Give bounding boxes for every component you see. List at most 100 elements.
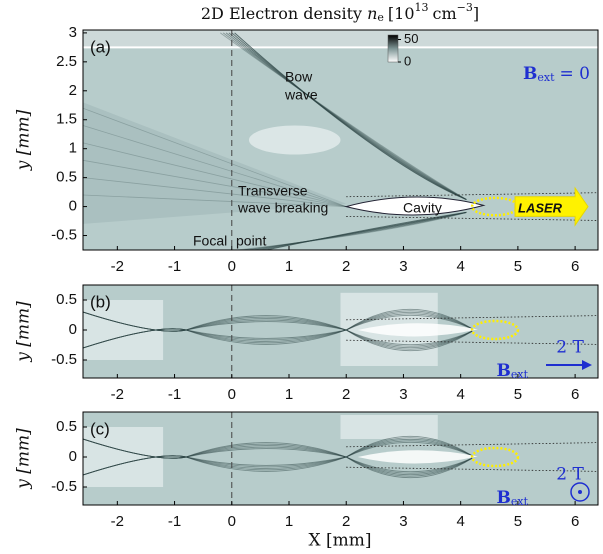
x-tick-label: 4: [456, 513, 464, 530]
field-symbol: B: [496, 361, 510, 381]
annotation: Cavity: [403, 200, 442, 216]
x-tick-label: 6: [571, 386, 579, 403]
field-symbol: B: [523, 64, 537, 84]
x-tick-label: 4: [456, 386, 464, 403]
x-tick-label: 1: [285, 513, 293, 530]
title-var: n: [367, 4, 377, 23]
y-tick-label: 3: [69, 24, 77, 41]
field-sub: ext: [537, 71, 555, 84]
y-tick-label: 1: [69, 140, 77, 157]
title-exp: 13: [415, 1, 429, 14]
cavity: [357, 323, 478, 337]
chart-title: 2D Electron density ne [1013 cm−3]: [201, 1, 479, 24]
x-tick-label: -1: [168, 386, 181, 403]
field-out-of-plane: [570, 482, 590, 502]
field-text: = 0: [560, 64, 590, 84]
x-tick-label: 5: [514, 513, 522, 530]
y-tick-label: -0.5: [51, 226, 77, 243]
field-dot: [578, 490, 582, 494]
laser-spot: [470, 319, 520, 341]
title-close: ]: [473, 4, 479, 23]
field-label: Bext: [496, 488, 528, 509]
title-text: 2D Electron density: [201, 4, 362, 23]
y-tick-label: -0.5: [51, 351, 77, 368]
x-tick-label: 0: [228, 386, 236, 403]
wake-structure: [265, 211, 467, 250]
field-label: Bext: [496, 361, 528, 382]
y-axis-label: y [mm]: [14, 428, 34, 490]
x-tick-label: 0: [228, 258, 236, 275]
y-tick-label: 0: [69, 198, 77, 215]
wake-structure: [83, 328, 473, 352]
y-tick-label: 2: [69, 82, 77, 99]
y-tick-label: 0: [69, 321, 77, 338]
wake-structure: [83, 308, 473, 332]
y-tick-label: 0: [69, 448, 77, 465]
wake-structure: [83, 107, 347, 207]
density-map: [83, 285, 598, 378]
wake-structure: [83, 438, 473, 479]
plot-frame: [82, 284, 599, 379]
annotation: point: [236, 233, 266, 249]
y-tick-label: 0.5: [56, 291, 77, 308]
cavity: [344, 196, 486, 216]
top-band: [83, 30, 598, 48]
colorbar-tick-label: 50: [404, 31, 418, 46]
wake-structure: [83, 177, 347, 207]
laser-arrow: [514, 186, 589, 227]
x-tick-label: 1: [285, 258, 293, 275]
title-exp2: −3: [457, 1, 473, 14]
colorbar: [387, 34, 399, 63]
wake-structure: [83, 194, 347, 207]
laser-spot: [470, 446, 520, 468]
y-tick-label: 2.5: [56, 53, 77, 70]
x-tick-label: -2: [111, 513, 124, 530]
plot-frame: [82, 411, 599, 506]
title-unit-tail: cm: [433, 4, 457, 23]
wake-structure: [220, 32, 467, 201]
y-tick-label: 0.5: [56, 169, 77, 186]
x-tick-label: 5: [514, 386, 522, 403]
field-value: 2 T: [556, 338, 584, 358]
x-tick-label: 2: [342, 386, 350, 403]
x-tick-label: 6: [571, 513, 579, 530]
field-arrowhead: [582, 360, 592, 370]
cavity: [357, 450, 478, 464]
x-tick-label: 3: [399, 258, 407, 275]
wake-structure: [243, 211, 467, 250]
x-tick-label: 3: [399, 386, 407, 403]
y-tick-label: 0.5: [56, 418, 77, 435]
x-tick-label: 2: [342, 258, 350, 275]
x-axis-label: X [mm]: [308, 531, 371, 551]
annotation: Focal: [193, 233, 227, 249]
field-label: Bext = 0: [523, 64, 590, 85]
wake-structure: [228, 32, 467, 201]
panel-label: (a): [90, 37, 111, 56]
annotation: wave breaking: [237, 200, 328, 216]
x-tick-label: 3: [399, 513, 407, 530]
colorbar-tick-label: 0: [404, 53, 411, 68]
annotation: wave: [284, 87, 318, 103]
x-tick-label: 1: [285, 386, 293, 403]
density-map: [83, 412, 598, 505]
field-sub: ext: [511, 368, 529, 381]
light-region: [83, 427, 164, 487]
shadow-wedge: [83, 102, 347, 224]
wake-structure: [222, 32, 467, 201]
panel-label: (b): [90, 292, 111, 311]
x-tick-label: 6: [571, 258, 579, 275]
title-sub: e: [377, 11, 384, 24]
annotation: LASER: [518, 200, 563, 215]
x-tick-label: -2: [111, 258, 124, 275]
wake-structure: [83, 435, 473, 476]
x-tick-label: 0: [228, 513, 236, 530]
light-patch: [248, 125, 341, 155]
field-value: 2 T: [556, 465, 584, 485]
x-tick-label: -2: [111, 386, 124, 403]
x-tick-label: 4: [456, 258, 464, 275]
wake-structure: [83, 159, 347, 207]
y-tick-label: -0.5: [51, 478, 77, 495]
light-region: [340, 415, 438, 439]
panel-label: (c): [90, 419, 110, 438]
